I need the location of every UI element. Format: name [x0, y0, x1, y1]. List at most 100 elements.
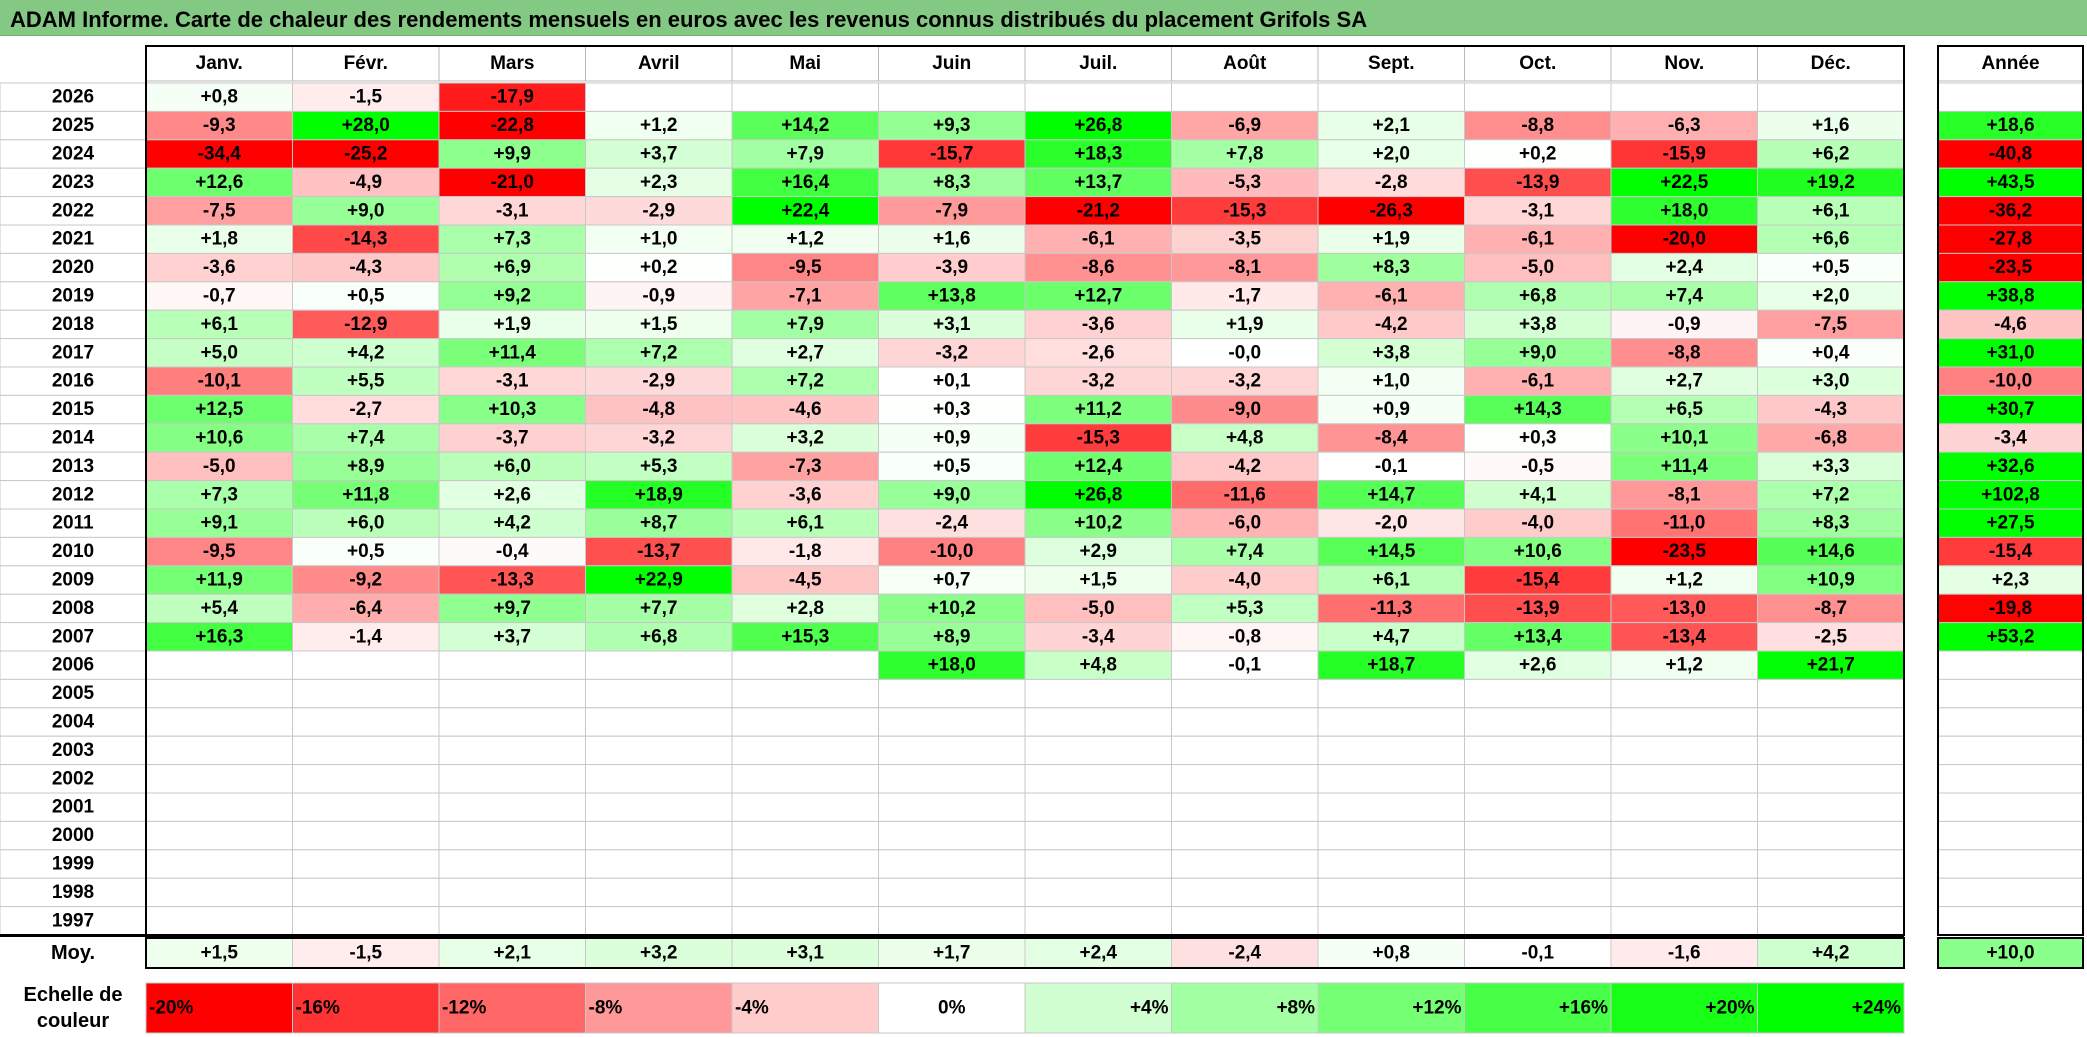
heatmap-cell: [731, 480, 879, 510]
heatmap-cell: [1171, 650, 1319, 680]
cell-value-label: -4,6: [789, 399, 822, 420]
cell-value-label: -3,2: [1228, 371, 1261, 392]
heatmap-cell: [1610, 735, 1758, 766]
cell-value-label: -6,9: [1228, 115, 1261, 136]
heatmap-cell: [292, 650, 440, 680]
annual-return-cell: [1937, 394, 2084, 425]
cell-value-label: +3,8: [1372, 342, 1410, 363]
annual-return-cell: [1937, 281, 2084, 311]
heatmap-cell: [292, 735, 440, 766]
cell-value-label: +2,0: [1812, 286, 1850, 307]
scale-swatch: [1024, 982, 1172, 1034]
heatmap-cell: [1024, 366, 1172, 396]
heatmap-cell: [1610, 906, 1758, 936]
heatmap-cell: [1171, 480, 1319, 510]
scale-swatch: [1757, 982, 1905, 1034]
cell-value-label: +8,3: [933, 172, 971, 193]
cell-value-label: -21,0: [491, 172, 534, 193]
cell-value-label: +12,7: [1074, 286, 1122, 307]
year-label: 2025: [52, 115, 95, 136]
heatmap-cell: [1171, 707, 1319, 737]
cell-value-label: +0,9: [1372, 399, 1410, 420]
heatmap-cell: [1464, 423, 1612, 453]
cell-value-label: +2,6: [1519, 655, 1557, 676]
cell-value-label: +0,4: [1812, 342, 1850, 363]
heatmap-cell: [1024, 906, 1172, 936]
heatmap-cell: [438, 309, 586, 340]
heatmap-cell: [1464, 849, 1612, 879]
heatmap-cell: [438, 224, 586, 254]
cell-value-label: -4,3: [349, 257, 382, 278]
annual-return-label: -36,2: [1989, 200, 2032, 221]
heatmap-cell: [145, 110, 293, 141]
heatmap-cell: [1171, 792, 1319, 822]
year-label-cell: [0, 167, 147, 198]
heatmap-cell: [1464, 622, 1612, 652]
cell-value-label: -3,1: [496, 371, 529, 392]
cell-value-label: -4,0: [1521, 513, 1554, 534]
heatmap-cell: [292, 394, 440, 425]
cell-value-label: -13,7: [637, 541, 680, 562]
cell-value-label: +1,9: [1372, 229, 1410, 250]
heatmap-cell: [731, 877, 879, 908]
cell-value-label: -9,5: [789, 257, 822, 278]
heatmap-cell: [292, 508, 440, 538]
cell-value-label: -1,7: [1228, 286, 1261, 307]
cell-value-label: -15,9: [1663, 144, 1706, 165]
heatmap-cell: [1024, 764, 1172, 794]
heatmap-cell: [1317, 252, 1465, 283]
heatmap-cell: [585, 593, 733, 624]
cell-value-label: +10,9: [1807, 570, 1855, 591]
cell-value-label: +28,0: [342, 115, 390, 136]
heatmap-cell: [1171, 82, 1319, 112]
scale-label: +20%: [1705, 998, 1754, 1019]
cell-value-label: +8,9: [347, 456, 385, 477]
heatmap-cell: [1757, 224, 1905, 254]
heatmap-cell: [1317, 764, 1465, 794]
heatmap-cell: [1757, 849, 1905, 879]
cell-value-label: +1,2: [1665, 570, 1703, 591]
heatmap-cell: [1171, 366, 1319, 396]
cell-value-label: +0,9: [933, 428, 971, 449]
cell-value-label: -7,5: [203, 200, 236, 221]
heatmap-cell: [438, 196, 586, 226]
heatmap-cell: [731, 366, 879, 396]
scale-label: +16%: [1559, 998, 1608, 1019]
cell-value-label: +11,8: [342, 484, 389, 505]
cell-value-label: -5,3: [1228, 172, 1261, 193]
cell-value-label: +4,8: [1226, 428, 1264, 449]
cell-value-label: -5,0: [203, 456, 236, 477]
heatmap-cell: [438, 110, 586, 141]
scale-label: -20%: [149, 998, 193, 1019]
cell-value-label: -3,9: [935, 257, 968, 278]
cell-value-label: -13,4: [1663, 626, 1707, 647]
year-label: 1997: [52, 910, 94, 931]
cell-value-label: +2,0: [1372, 144, 1410, 165]
heatmap-cell: [1024, 707, 1172, 737]
cell-value-label: -23,5: [1663, 541, 1707, 562]
year-label: 2001: [52, 797, 95, 818]
cell-value-label: +26,8: [1074, 484, 1122, 505]
heatmap-cell: [1317, 196, 1465, 226]
cell-value-label: -3,5: [1228, 229, 1261, 250]
heatmap-cell: [1610, 650, 1758, 680]
heatmap-cell: [438, 650, 586, 680]
average-cell: [1171, 937, 1319, 969]
cell-value-label: +0,1: [933, 371, 971, 392]
cell-value-label: -13,9: [1516, 172, 1559, 193]
heatmap-cell: [1171, 764, 1319, 794]
cell-value-label: -4,5: [789, 570, 822, 591]
cell-value-label: +4,2: [493, 513, 531, 534]
annual-return-cell: [1937, 508, 2084, 538]
cell-value-label: +3,3: [1812, 456, 1850, 477]
heatmap-cell: [145, 622, 293, 652]
heatmap-cell: [1610, 167, 1758, 198]
cell-value-label: +10,6: [1514, 541, 1562, 562]
year-label-cell: [0, 508, 147, 538]
cell-value-label: +18,0: [928, 655, 976, 676]
cell-value-label: -7,5: [1814, 314, 1847, 335]
heatmap-cell: [731, 394, 879, 425]
year-header-cell: [1937, 45, 2084, 82]
cell-value-label: +7,7: [640, 598, 678, 619]
annual-return-cell: [1937, 678, 2084, 709]
